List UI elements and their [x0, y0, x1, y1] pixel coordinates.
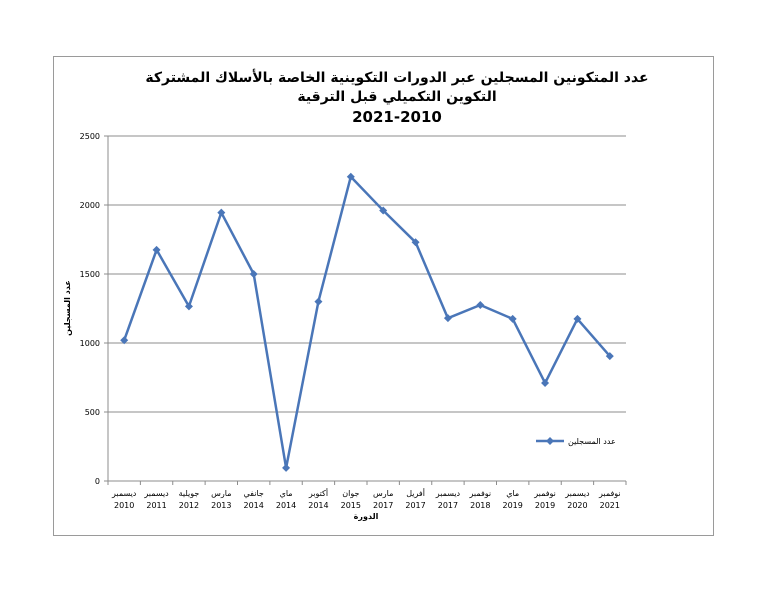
y-tick-label: 1000	[80, 339, 100, 348]
x-tick-label-month: أفريل	[406, 488, 425, 498]
data-point-marker	[249, 270, 258, 278]
data-point-marker	[346, 172, 355, 181]
chart-title-line-2: التكوين التكميلي قبل الترقية	[297, 89, 496, 105]
x-tick-label-month: ماي	[280, 489, 293, 498]
y-tick-label: 2500	[80, 132, 100, 141]
x-tick-label-month: مارس	[211, 489, 231, 498]
x-tick-label-month: مارس	[373, 489, 393, 498]
x-tick-label-year: 2017	[438, 501, 458, 510]
gridlines	[104, 135, 626, 482]
x-tick-label-year: 2010	[114, 501, 134, 510]
x-tick-label-year: 2011	[146, 501, 166, 510]
chart-title: عدد المتكونين المسجلين عبر الدورات التكو…	[145, 69, 648, 126]
y-tick-label: 2000	[80, 201, 100, 210]
legend-marker-swatch	[546, 437, 554, 445]
y-tick-label: 0	[95, 477, 100, 486]
x-tick-label-month: أكتوبر	[308, 488, 328, 498]
y-tick-label: 500	[85, 408, 100, 417]
x-tick-label-year: 2014	[308, 501, 328, 510]
x-tick-label-year: 2019	[535, 501, 555, 510]
x-tick-label-year: 2019	[503, 501, 523, 510]
x-axis-title: الدورة	[354, 512, 379, 521]
data-point-marker	[314, 297, 323, 306]
x-tick-label-year: 2017	[373, 501, 393, 510]
y-axis-title: عدد المسجلين	[63, 280, 72, 336]
chart-frame	[53, 56, 714, 536]
data-point-marker	[379, 206, 388, 215]
x-tick-label-month: ديسمبر	[564, 489, 590, 498]
data-point-marker	[443, 314, 452, 323]
data-point-marker	[605, 352, 614, 361]
data-point-marker	[120, 336, 129, 345]
series-line	[123, 175, 611, 470]
data-point-marker	[541, 379, 550, 388]
x-tick-label-month: ماي	[506, 489, 519, 498]
data-point-marker	[184, 302, 193, 311]
x-tick-label-year: 2021	[600, 501, 620, 510]
x-tick-label-year: 2012	[179, 501, 199, 510]
legend: عدد المسجلين	[536, 437, 616, 446]
chart-title-line-1: عدد المتكونين المسجلين عبر الدورات التكو…	[145, 69, 648, 86]
x-tick-label-year: 2014	[244, 501, 264, 510]
x-tick-label-year: 2018	[470, 501, 490, 510]
legend-label: عدد المسجلين	[568, 437, 616, 446]
chart-title-line-3: 2021-2010	[352, 108, 442, 126]
x-tick-label-month: ديسمبر	[435, 489, 461, 498]
axes	[107, 136, 627, 485]
data-point-marker	[217, 208, 226, 217]
x-tick-label-year: 2020	[567, 501, 587, 510]
x-tick-label-year: 2015	[341, 501, 361, 510]
data-point-marker	[476, 301, 485, 310]
x-tick-label-month: ديسمبر	[111, 489, 137, 498]
data-point-marker	[152, 245, 161, 254]
x-tick-label-month: ديسمبر	[143, 489, 169, 498]
series-lines	[120, 172, 614, 472]
x-tick-label-month: جانفي	[244, 489, 264, 498]
x-tick-label-month: نوفمبر	[533, 489, 556, 498]
data-point-marker	[411, 238, 420, 247]
x-tick-label-month: نوفمبر	[598, 489, 621, 498]
x-tick-label-year: 2013	[211, 501, 231, 510]
x-tick-label-month: جوان	[342, 489, 359, 498]
x-tick-label-month: جويلية	[179, 489, 200, 498]
y-tick-labels: 0 500 1000 1500 2000 2500	[80, 132, 100, 486]
data-point-marker	[508, 314, 517, 323]
x-tick-label-year: 2017	[405, 501, 425, 510]
x-tick-label-month: نوفمبر	[468, 489, 491, 498]
x-tick-label-year: 2014	[276, 501, 296, 510]
x-tick-labels: ديسمبر 2010 ديسمبر 2011 جويلية 2012 مارس 2013 جا…	[111, 488, 621, 510]
data-point-marker	[573, 314, 582, 323]
y-tick-label: 1500	[80, 270, 100, 279]
data-point-marker	[282, 463, 291, 472]
